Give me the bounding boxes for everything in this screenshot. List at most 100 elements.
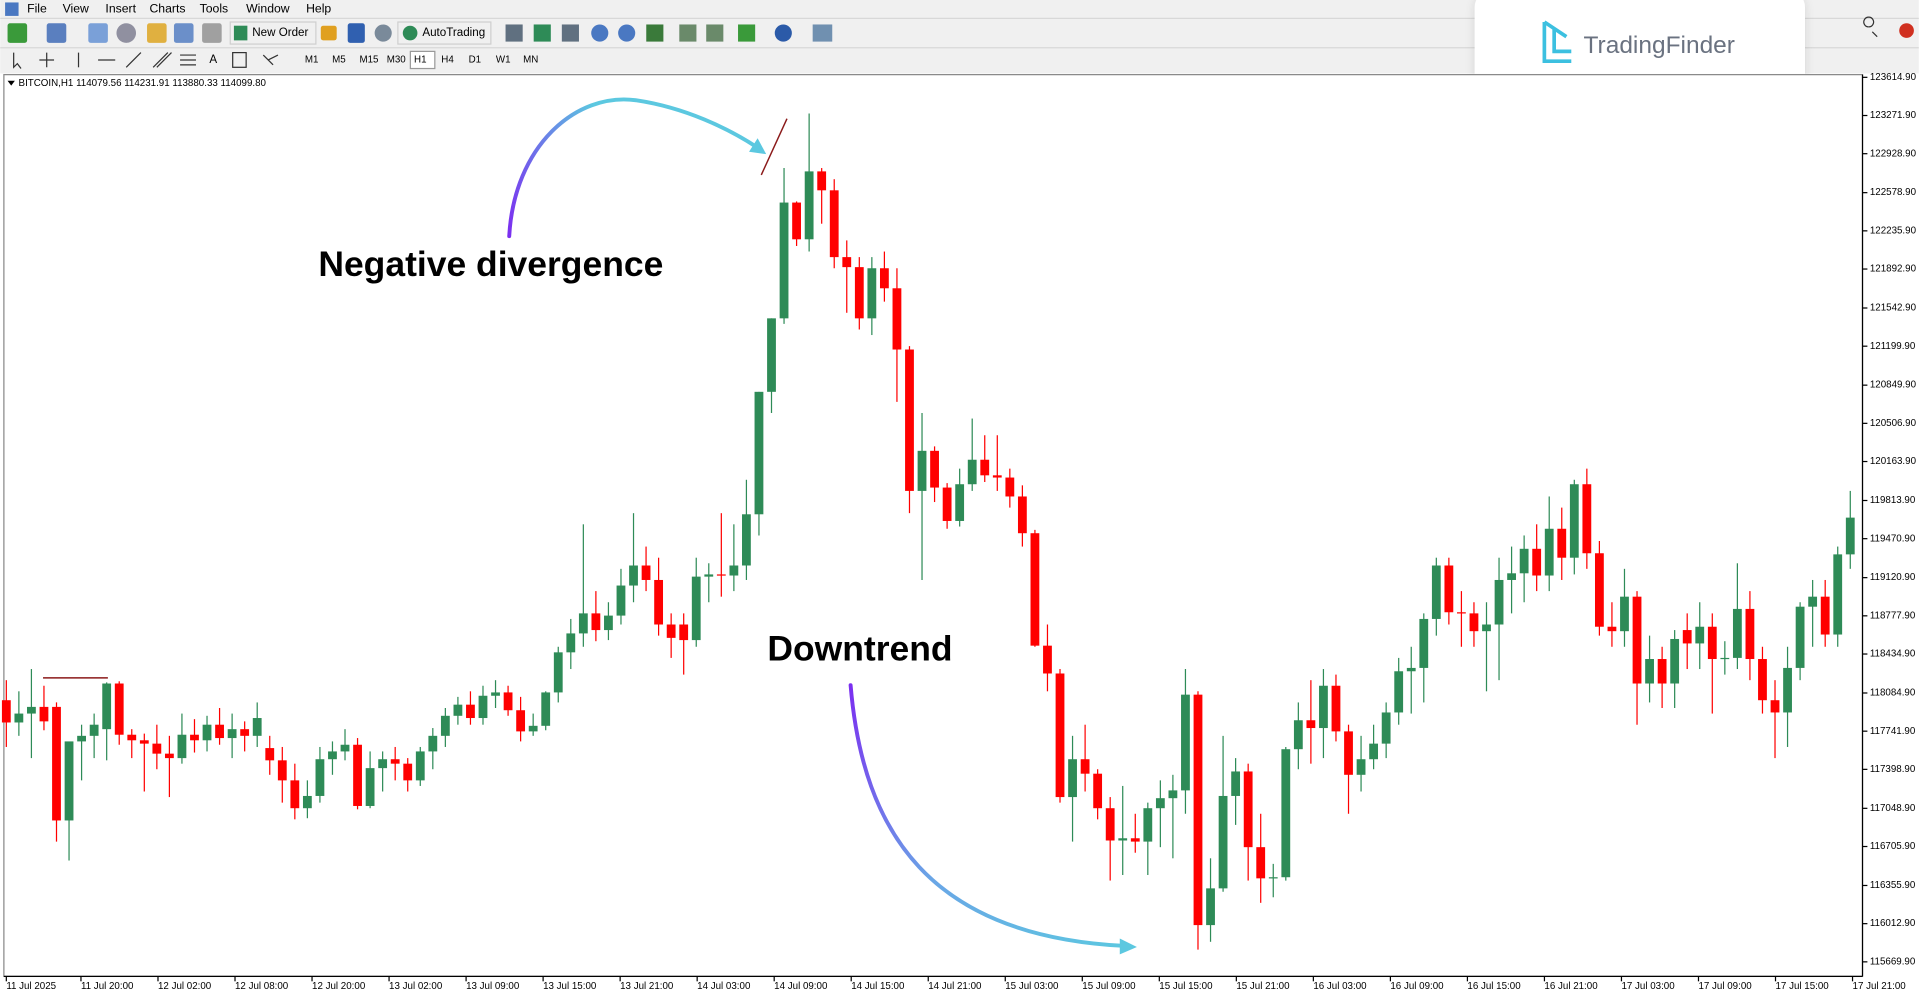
timeframe-button[interactable]: M30	[387, 55, 407, 66]
button-autotrading[interactable]	[397, 21, 492, 45]
candle-body	[428, 735, 438, 752]
x-tick-label: 12 Jul 08:00	[235, 981, 289, 992]
candle-body	[1017, 496, 1027, 534]
icon-data-window[interactable]	[116, 23, 137, 43]
y-tick-label: 123614.90	[1870, 72, 1917, 83]
icon-fibo[interactable]	[180, 54, 196, 66]
y-tick-label: 116355.90	[1870, 880, 1916, 891]
candle-body	[1369, 743, 1379, 760]
icon-text[interactable]: A	[209, 53, 217, 66]
timeframe-button[interactable]: M15	[359, 55, 379, 66]
candle-body	[1682, 630, 1692, 644]
candle-body	[666, 624, 676, 638]
x-tick-label: 14 Jul 15:00	[851, 981, 905, 992]
y-tick-label: 118084.90	[1870, 688, 1916, 699]
y-tick-label: 117048.90	[1870, 803, 1916, 814]
icon-cursor[interactable]	[13, 52, 22, 69]
menu-item[interactable]: View	[63, 1, 89, 15]
icon-profiles[interactable]	[46, 23, 67, 43]
candle-body	[1469, 613, 1479, 632]
icon-shift[interactable]	[706, 24, 724, 42]
candle-body	[1068, 759, 1077, 798]
icon-zoom-in[interactable]	[591, 24, 609, 42]
icon-market-watch[interactable]	[88, 23, 108, 43]
y-tick-label: 118777.90	[1870, 610, 1916, 621]
icon-tile[interactable]	[646, 24, 664, 42]
button-new-order[interactable]	[229, 21, 317, 45]
icon-zoom-out[interactable]	[618, 24, 636, 42]
icon-tester[interactable]	[202, 23, 222, 43]
timeframe-button[interactable]: H1	[414, 55, 426, 66]
timeframe-button[interactable]: M1	[305, 55, 319, 66]
icon-periods[interactable]	[774, 24, 792, 42]
candle-body	[1130, 838, 1140, 842]
menu-item[interactable]: Insert	[105, 1, 136, 15]
icon-terminal[interactable]	[173, 23, 194, 43]
candle-body	[629, 565, 638, 586]
candle-body	[1532, 548, 1542, 576]
candle-body	[566, 633, 576, 653]
candle-body	[1457, 612, 1466, 614]
icon-channel[interactable]	[152, 52, 172, 68]
candle-body	[1356, 759, 1366, 775]
icon-metaeditor[interactable]	[320, 25, 337, 41]
icon-signals[interactable]	[347, 23, 365, 43]
timeframe-button[interactable]: M5	[332, 55, 346, 66]
candle-body	[1419, 618, 1429, 668]
x-tick-label: 13 Jul 15:00	[543, 981, 597, 992]
annotation: Downtrend	[767, 628, 952, 668]
menu-item[interactable]: Tools	[200, 1, 229, 15]
icon-bar-chart[interactable]	[505, 24, 523, 42]
logo-box: TradingFinder	[1474, 0, 1805, 93]
menu-item[interactable]: File	[27, 1, 47, 15]
candle-body	[152, 743, 162, 754]
candle-body	[1218, 795, 1228, 889]
timeframe-button[interactable]: MN	[523, 55, 538, 66]
icon-arrows[interactable]	[262, 54, 279, 66]
icon-navigator[interactable]	[147, 23, 167, 43]
candle-body	[1845, 517, 1855, 555]
icon-templates[interactable]	[812, 24, 833, 42]
x-tick-label: 15 Jul 09:00	[1082, 981, 1136, 992]
candle-body	[478, 695, 488, 719]
x-tick-label: 15 Jul 15:00	[1159, 981, 1213, 992]
candle-body	[440, 715, 450, 736]
menu-item[interactable]: Help	[306, 1, 331, 15]
y-tick-label: 119813.90	[1870, 495, 1916, 506]
x-tick-label: 11 Jul 2025	[6, 981, 56, 992]
timeframe-button[interactable]: W1	[496, 55, 511, 66]
icon-search[interactable]	[1863, 16, 1878, 38]
candle-body	[139, 740, 149, 744]
candle-body	[1720, 657, 1730, 660]
candle-body	[89, 724, 99, 736]
icon-new-chart[interactable]	[7, 23, 28, 43]
candle-body	[1043, 645, 1052, 674]
timeframes: M1 M5 M15 M30 H1 H4 D1 W1 MN	[305, 50, 538, 70]
timeframe-button[interactable]: H4	[441, 55, 454, 66]
y-tick-label: 122235.90	[1870, 225, 1917, 236]
icon-scroll[interactable]	[679, 24, 697, 42]
menu-item[interactable]: Charts	[149, 1, 185, 15]
chart-area	[3, 74, 1864, 978]
menu-item[interactable]: Window	[246, 1, 290, 15]
icon-trendline[interactable]	[125, 52, 142, 68]
timeframe-button[interactable]: D1	[469, 55, 481, 66]
candle-body	[691, 576, 701, 641]
icon-crosshair[interactable]	[39, 52, 55, 68]
icon-indicators[interactable]	[738, 24, 756, 42]
icon-notifications[interactable]	[1899, 23, 1914, 38]
icon-label[interactable]	[232, 52, 247, 68]
candle-body	[1155, 798, 1165, 809]
candle-body	[616, 585, 626, 616]
y-tick-label: 117741.90	[1870, 726, 1916, 737]
candle-body	[1268, 877, 1278, 879]
candle-body	[403, 763, 413, 781]
icon-market[interactable]	[374, 24, 392, 42]
candle-body	[27, 706, 36, 714]
arrow	[848, 683, 1126, 948]
candle-body	[917, 450, 927, 491]
icon-candles[interactable]	[533, 24, 551, 42]
candle-body	[541, 692, 551, 726]
icon-line-chart[interactable]	[561, 24, 579, 42]
